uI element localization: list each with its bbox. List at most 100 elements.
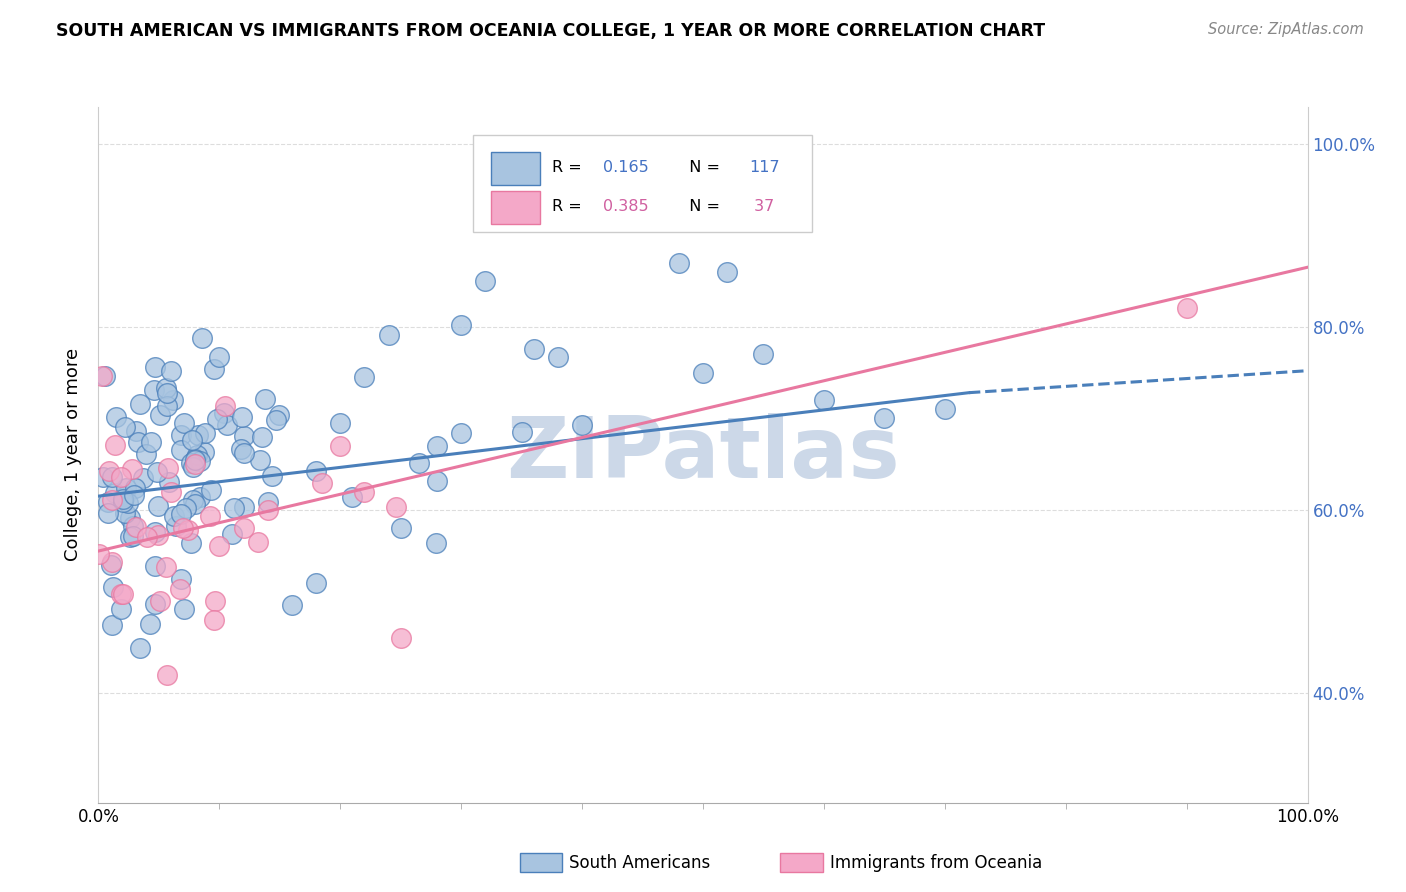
Point bbox=[250, 430, 273, 444]
Point bbox=[143, 359, 166, 374]
Point bbox=[121, 529, 143, 543]
FancyBboxPatch shape bbox=[492, 191, 540, 224]
Point bbox=[269, 408, 291, 422]
Point bbox=[101, 580, 124, 594]
Point bbox=[163, 508, 186, 523]
Point bbox=[184, 451, 207, 466]
Point bbox=[127, 434, 149, 449]
Point bbox=[342, 490, 364, 504]
Text: 0.385: 0.385 bbox=[603, 199, 648, 214]
Point bbox=[91, 469, 114, 483]
Point bbox=[595, 201, 617, 215]
Point bbox=[450, 318, 472, 333]
Point bbox=[668, 255, 690, 269]
Point bbox=[184, 452, 207, 467]
Point bbox=[256, 503, 278, 517]
Point bbox=[266, 413, 288, 427]
Point bbox=[389, 521, 412, 535]
Point bbox=[120, 511, 142, 525]
Point bbox=[181, 493, 204, 508]
Point bbox=[202, 362, 225, 376]
Point bbox=[173, 601, 195, 615]
Text: R =: R = bbox=[551, 199, 586, 214]
Point bbox=[146, 500, 169, 514]
Point bbox=[752, 347, 775, 361]
Point bbox=[112, 491, 135, 506]
Point bbox=[174, 500, 197, 515]
Point bbox=[115, 481, 138, 495]
Point bbox=[135, 447, 157, 461]
Point bbox=[229, 442, 252, 456]
Point bbox=[110, 587, 132, 601]
Point bbox=[426, 439, 449, 453]
Point bbox=[247, 535, 270, 549]
Point bbox=[100, 558, 122, 572]
Point bbox=[110, 470, 132, 484]
Text: ZIPatlas: ZIPatlas bbox=[506, 413, 900, 497]
Point bbox=[121, 518, 143, 533]
Point bbox=[311, 475, 333, 490]
Point bbox=[233, 500, 256, 514]
Point bbox=[329, 417, 352, 431]
Point bbox=[232, 446, 254, 460]
Point bbox=[184, 457, 207, 471]
Point bbox=[262, 469, 284, 483]
FancyBboxPatch shape bbox=[474, 135, 811, 232]
Point bbox=[101, 555, 124, 569]
Point bbox=[187, 428, 209, 442]
Point bbox=[97, 464, 120, 478]
Point bbox=[204, 594, 226, 608]
Point bbox=[198, 508, 221, 523]
Point bbox=[222, 500, 245, 515]
Point bbox=[143, 597, 166, 611]
Point bbox=[873, 411, 896, 425]
Point bbox=[281, 598, 304, 612]
Point bbox=[114, 420, 136, 434]
Point bbox=[131, 471, 153, 485]
Point bbox=[254, 392, 277, 406]
Point bbox=[135, 530, 157, 544]
Point bbox=[159, 364, 181, 378]
Point bbox=[90, 369, 112, 384]
Point bbox=[139, 616, 162, 631]
Point bbox=[160, 484, 183, 499]
Point bbox=[94, 369, 117, 384]
Point bbox=[184, 497, 207, 511]
Point bbox=[170, 573, 193, 587]
Point bbox=[304, 464, 326, 478]
Point bbox=[233, 429, 256, 443]
Point bbox=[156, 386, 179, 401]
Point bbox=[188, 490, 211, 504]
Point bbox=[170, 507, 193, 521]
Text: 37: 37 bbox=[749, 199, 775, 214]
Point bbox=[523, 343, 546, 357]
Point bbox=[214, 399, 236, 413]
Point bbox=[156, 668, 179, 682]
Point bbox=[329, 439, 352, 453]
Point bbox=[181, 460, 204, 475]
Text: 117: 117 bbox=[749, 160, 779, 175]
Point bbox=[813, 392, 835, 407]
Text: N =: N = bbox=[679, 199, 725, 214]
Point bbox=[149, 593, 172, 607]
Point bbox=[232, 521, 254, 535]
Point bbox=[97, 495, 120, 509]
Point bbox=[188, 454, 211, 468]
Point bbox=[510, 425, 533, 439]
Point bbox=[169, 582, 191, 596]
Point bbox=[934, 402, 956, 417]
Point bbox=[155, 380, 177, 394]
Point bbox=[208, 540, 231, 554]
Point bbox=[425, 535, 447, 549]
Text: SOUTH AMERICAN VS IMMIGRANTS FROM OCEANIA COLLEGE, 1 YEAR OR MORE CORRELATION CH: SOUTH AMERICAN VS IMMIGRANTS FROM OCEANI… bbox=[56, 22, 1046, 40]
Point bbox=[212, 406, 235, 420]
Point bbox=[141, 435, 163, 450]
Point bbox=[179, 456, 201, 470]
Point bbox=[110, 602, 132, 616]
Point bbox=[547, 350, 569, 364]
Point bbox=[120, 530, 142, 544]
Point bbox=[170, 443, 193, 458]
Point bbox=[180, 536, 202, 550]
Point bbox=[215, 417, 238, 432]
Point bbox=[125, 424, 148, 438]
